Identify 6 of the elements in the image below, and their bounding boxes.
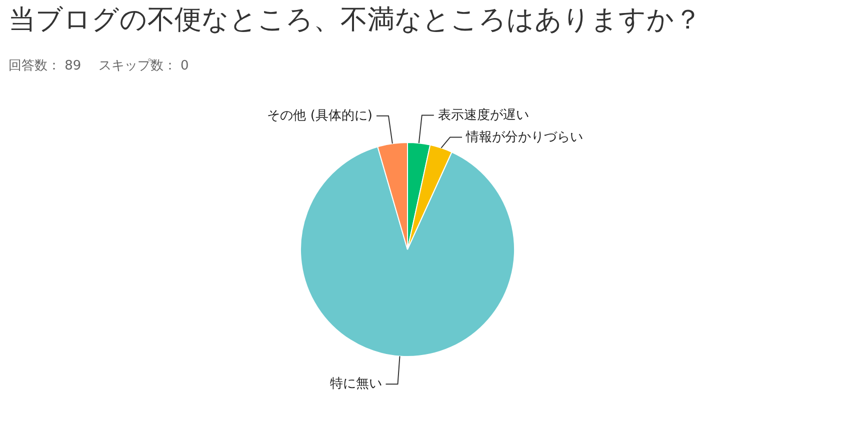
text: 回答数： 89 スキップ数： 0 bbox=[8, 58, 189, 74]
slice-label: 特に無い bbox=[330, 376, 382, 392]
slice-label: その他 (具体的に) bbox=[267, 108, 372, 124]
slice-label: 表示速度が遅い bbox=[438, 106, 529, 123]
slice-label: 情報が分かりづらい bbox=[465, 130, 584, 145]
chart-title: 当ブログの不便なところ、不満なところはありますか？ bbox=[8, 4, 702, 36]
